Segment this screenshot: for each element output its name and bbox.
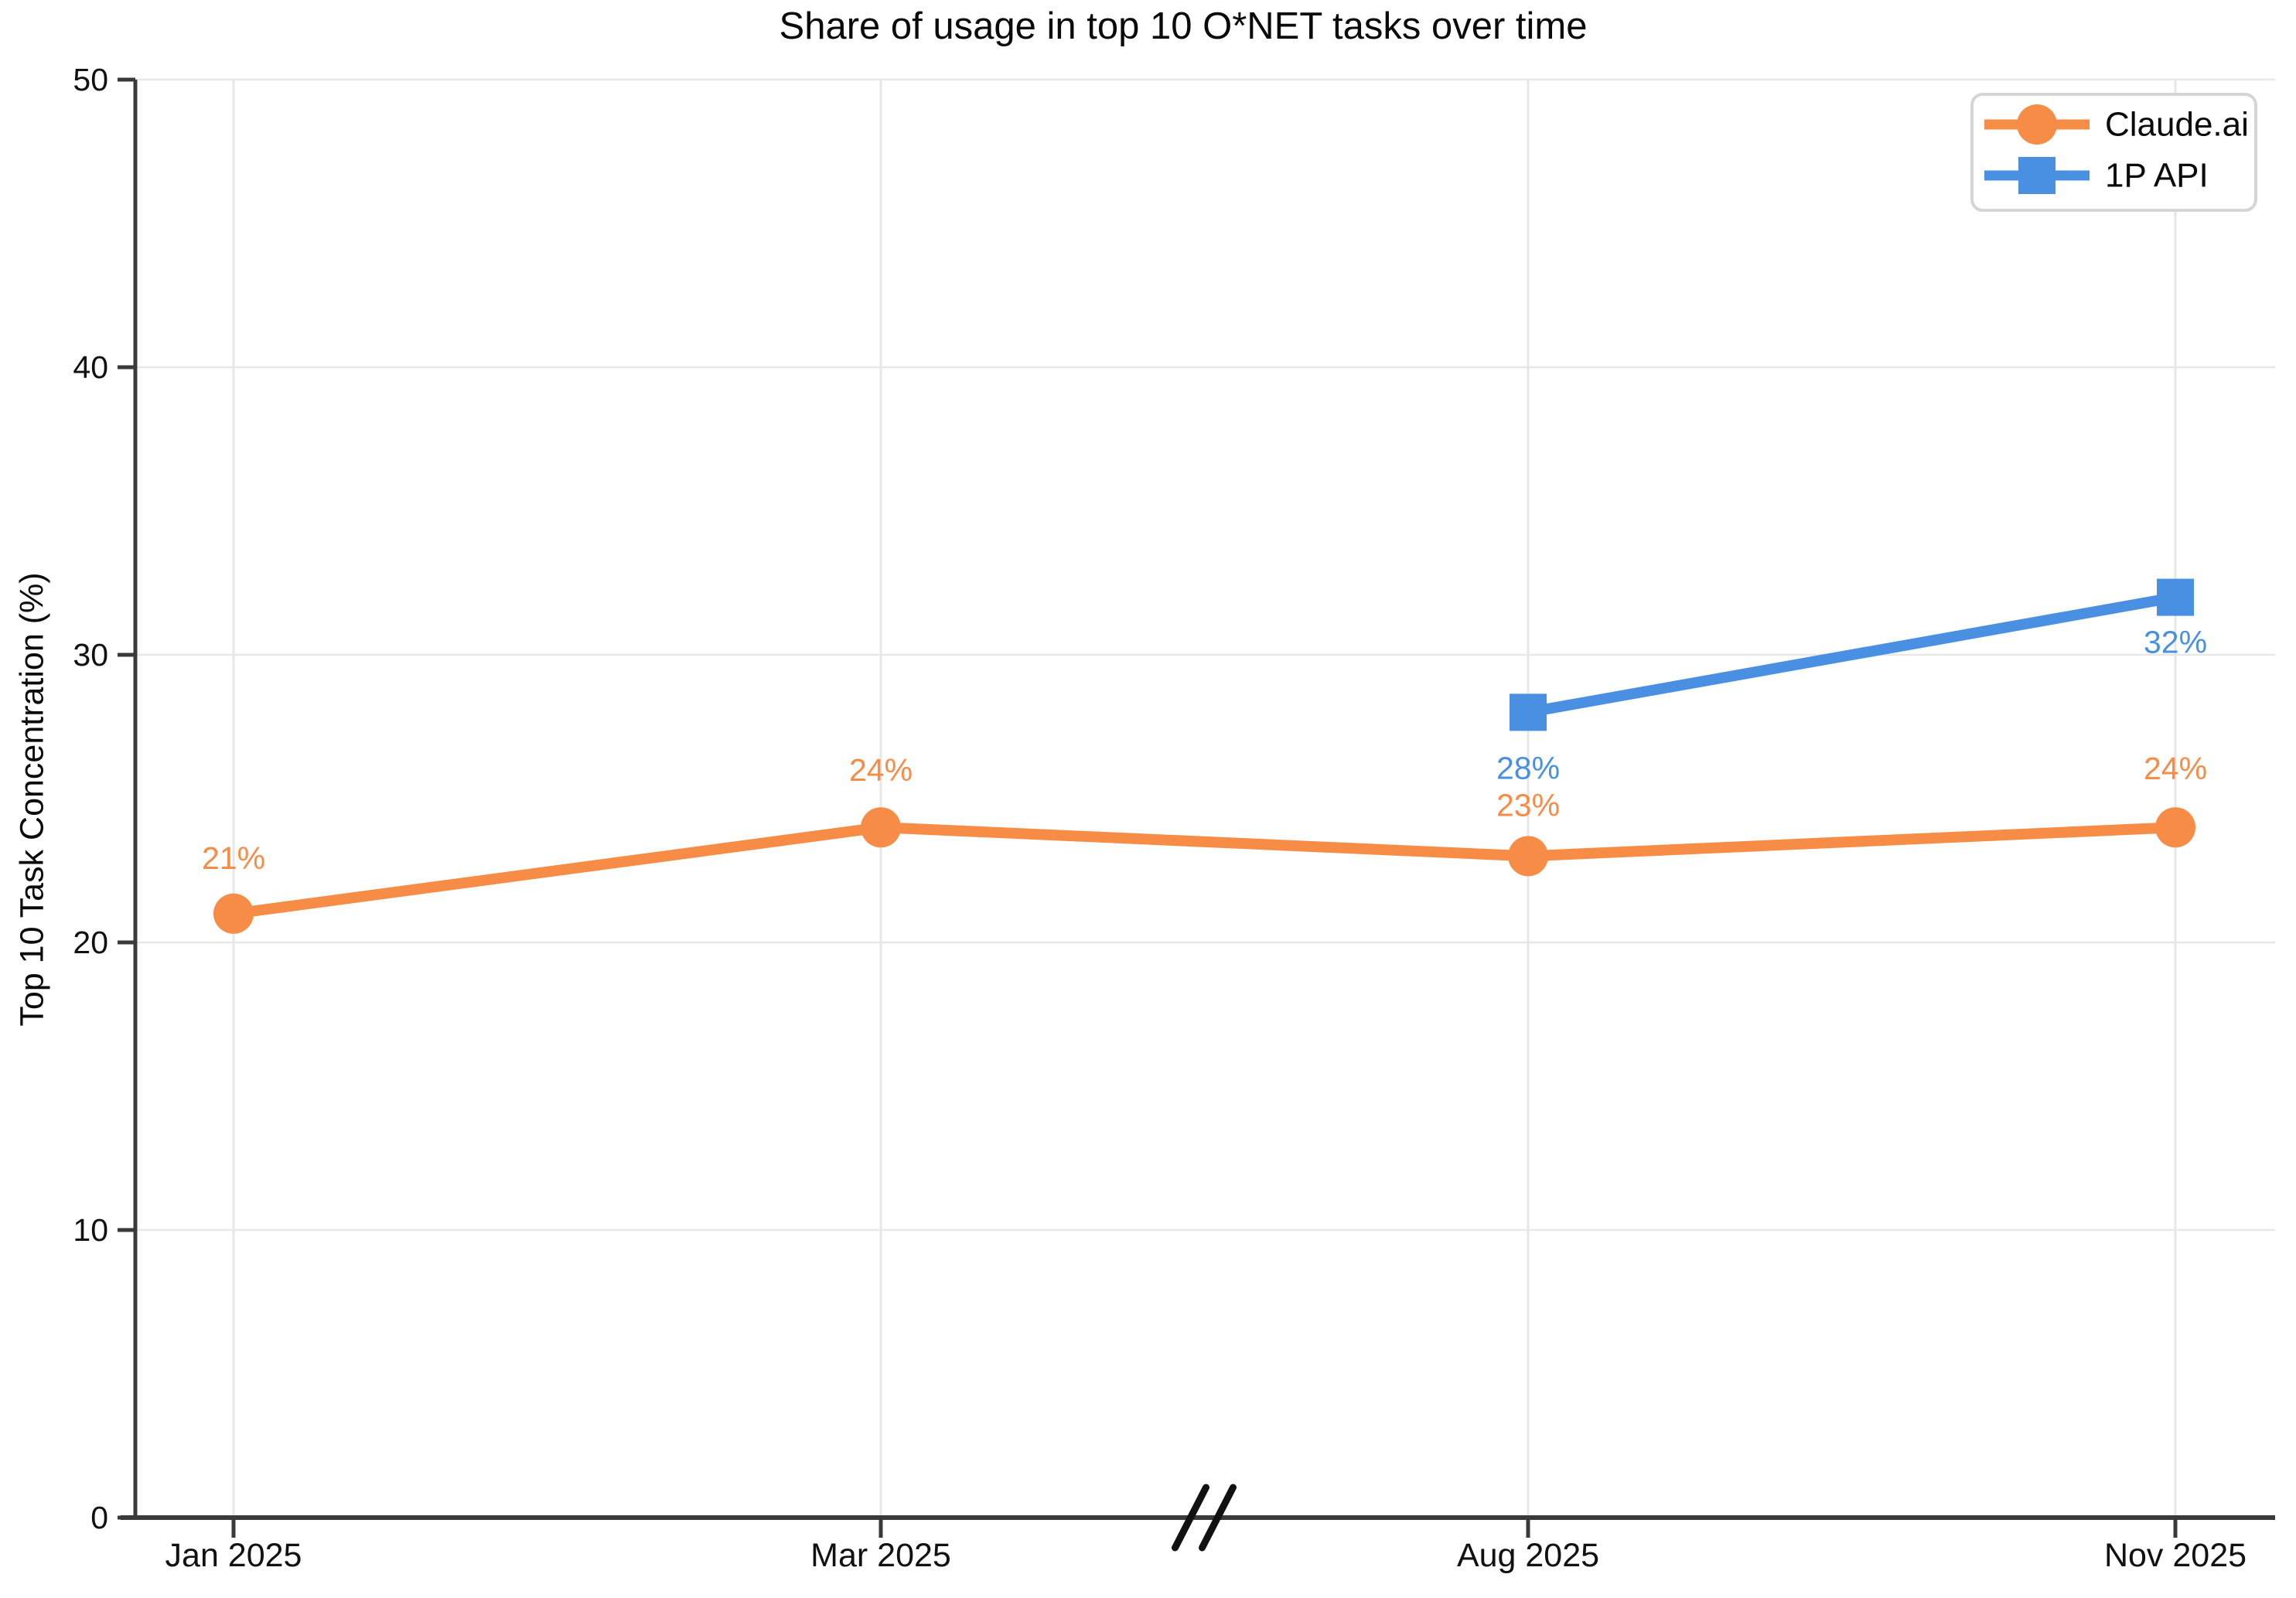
y-tick-label: 30 — [73, 637, 108, 673]
y-tick-label: 50 — [73, 62, 108, 97]
data-point-circle — [1508, 836, 1548, 877]
x-tick-label: Mar 2025 — [810, 1537, 951, 1574]
axis-break-slash — [1199, 1484, 1237, 1552]
legend-marker-circle-icon — [2017, 104, 2057, 145]
y-tick-label: 20 — [73, 925, 108, 960]
axis-break-slash — [1172, 1484, 1209, 1552]
data-point-label: 24% — [849, 752, 913, 788]
series-line-1p-api — [1523, 591, 2181, 718]
data-point-circle — [213, 893, 254, 934]
legend-marker-square-icon — [2018, 157, 2055, 194]
data-point-square — [1510, 693, 1547, 731]
y-tick-label: 40 — [73, 349, 108, 385]
data-point-label: 32% — [2144, 625, 2207, 660]
data-point-label: 23% — [1496, 787, 1560, 823]
data-point-label: 24% — [2144, 751, 2207, 786]
x-tick-label: Aug 2025 — [1457, 1537, 1599, 1574]
legend-label-claude-ai: Claude.ai — [2105, 106, 2249, 144]
x-tick-label: Jan 2025 — [165, 1537, 302, 1574]
y-tick-label: 0 — [90, 1500, 108, 1535]
y-tick-label: 10 — [73, 1212, 108, 1248]
series-line-claude-ai — [228, 822, 2181, 919]
x-tick-label: Nov 2025 — [2104, 1537, 2247, 1574]
legend-label-1p-api: 1P API — [2105, 157, 2209, 195]
data-point-label: 28% — [1496, 750, 1560, 785]
data-point-square — [2157, 578, 2194, 616]
data-point-circle — [2155, 807, 2195, 848]
chart-title: Share of usage in top 10 O*NET tasks ove… — [779, 5, 1588, 47]
data-point-circle — [861, 807, 901, 848]
data-point-label: 21% — [202, 840, 265, 876]
